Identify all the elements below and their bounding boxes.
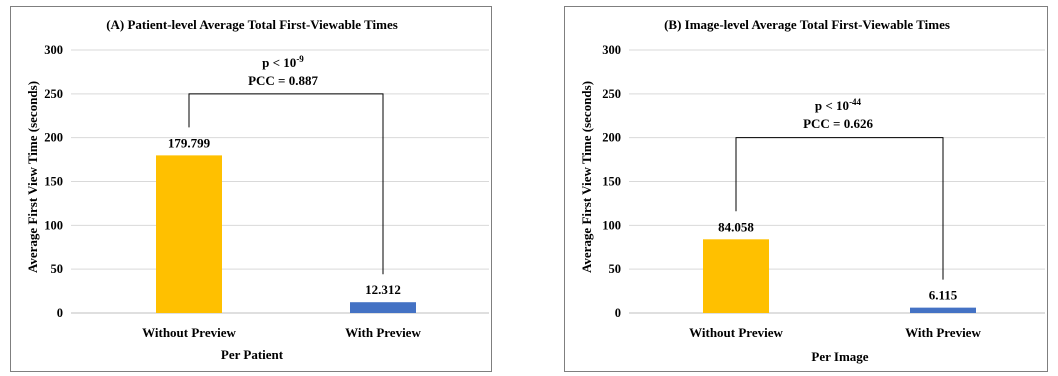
chart-a-y-tick-label: 50 [51, 262, 64, 276]
chart-a-x-tick-label: Without Preview [142, 325, 236, 340]
chart-b-bar [703, 239, 769, 313]
chart-a-y-tick-label: 100 [44, 218, 63, 232]
chart-a-title: (A) Patient-level Average Total First-Vi… [106, 17, 398, 32]
chart-a-y-tick-label: 250 [44, 87, 63, 101]
chart-a-y-tick-label: 200 [44, 131, 63, 145]
chart-panel-b: (B) Image-level Average Total First-View… [564, 6, 1048, 372]
chart-b-y-tick-label: 300 [602, 43, 621, 57]
chart-a-pcc: PCC = 0.887 [248, 73, 318, 88]
chart-b-y-tick-label: 100 [602, 218, 621, 232]
chart-a-bar [156, 155, 222, 313]
chart-b-p-value: p < 10-44 [815, 97, 862, 113]
chart-b-y-tick-label: 150 [602, 175, 621, 189]
chart-a-y-tick-label: 150 [44, 175, 63, 189]
chart-a-y-axis-label: Average First View Time (seconds) [25, 81, 40, 273]
chart-a-x-tick-label: With Preview [345, 325, 421, 340]
chart-b-x-tick-label: Without Preview [689, 325, 783, 340]
chart-a-p-value: p < 10-9 [262, 54, 304, 70]
chart-a-svg: (A) Patient-level Average Total First-Vi… [25, 17, 489, 362]
chart-a-data-label: 179.799 [168, 135, 211, 150]
chart-b-data-label: 84.058 [718, 219, 754, 234]
chart-b-pcc: PCC = 0.626 [803, 116, 873, 131]
chart-a-y-tick-label: 0 [57, 306, 63, 320]
chart-b-y-tick-label: 200 [602, 131, 621, 145]
chart-b-data-label: 6.115 [929, 288, 958, 303]
chart-a-significance-bracket [188, 93, 384, 275]
chart-b-svg: (B) Image-level Average Total First-View… [579, 17, 1045, 364]
chart-panel-a: (A) Patient-level Average Total First-Vi… [10, 6, 492, 372]
chart-b-x-axis-label: Per Image [811, 349, 868, 364]
chart-b-x-tick-label: With Preview [905, 325, 981, 340]
chart-b-y-tick-label: 0 [615, 306, 621, 320]
chart-a-x-axis-label: Per Patient [221, 347, 284, 362]
chart-b-bar [910, 307, 976, 313]
chart-a-bar [350, 302, 416, 313]
chart-a-data-label: 12.312 [365, 282, 401, 297]
chart-b-y-tick-label: 250 [602, 87, 621, 101]
chart-b-y-tick-label: 50 [609, 262, 622, 276]
chart-b-significance-bracket [735, 137, 944, 280]
chart-b-y-axis-label: Average First View Time (seconds) [579, 81, 594, 273]
chart-b-title: (B) Image-level Average Total First-View… [664, 17, 950, 32]
chart-a-y-tick-label: 300 [44, 43, 63, 57]
